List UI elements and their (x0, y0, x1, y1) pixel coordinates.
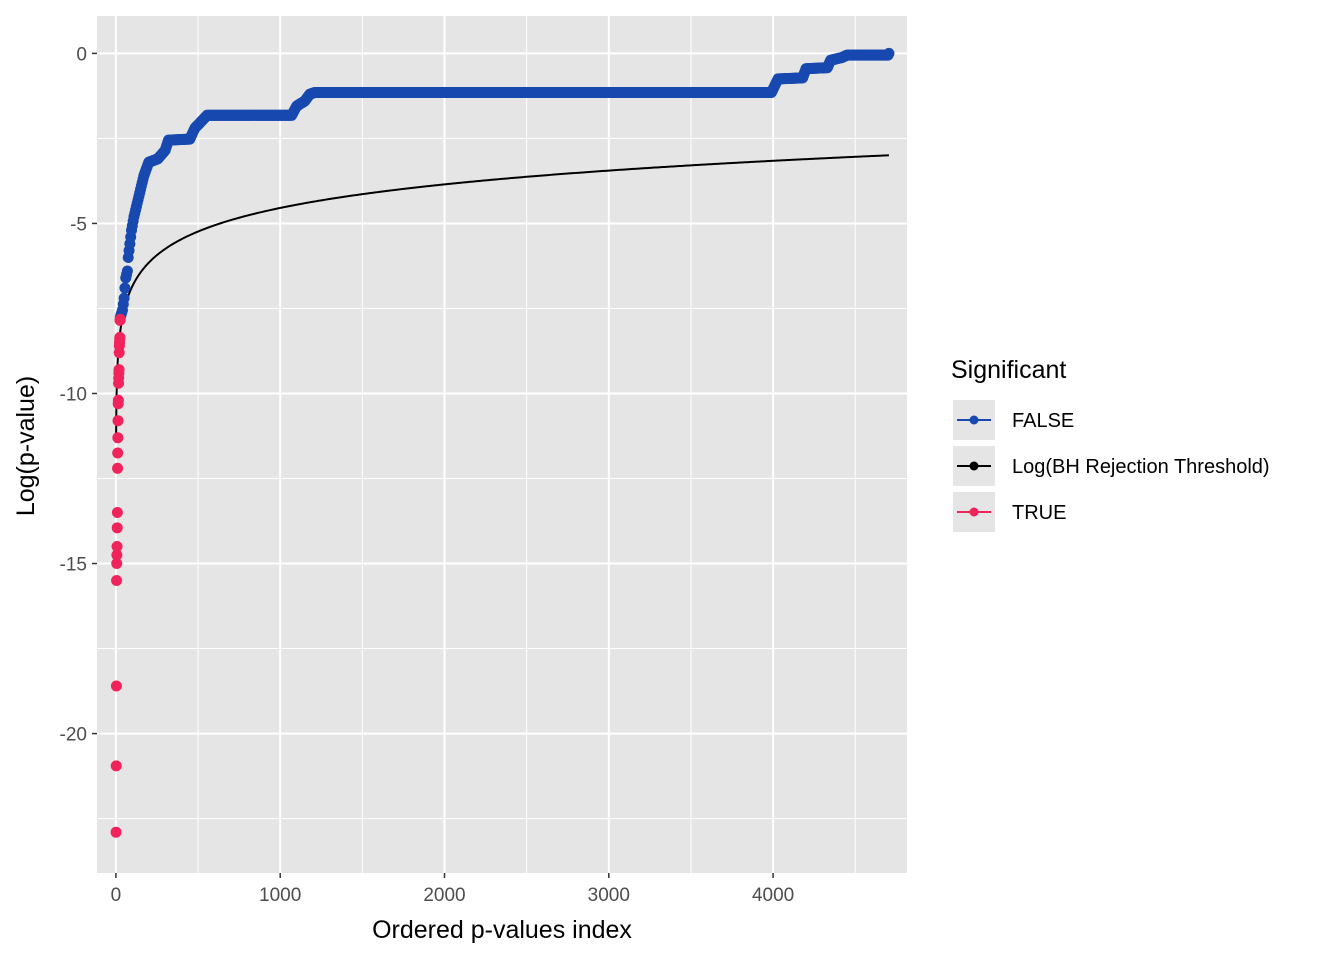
true-point (110, 826, 122, 838)
false-point (121, 265, 133, 277)
true-point (110, 760, 122, 772)
y-tick-label: 0 (76, 44, 87, 65)
true-point (114, 331, 126, 343)
false-points-layer (114, 47, 895, 323)
x-tick-label: 0 (111, 885, 122, 906)
false-point (118, 292, 130, 304)
y-axis: 0 -5 -10 -15 -20 (60, 44, 97, 746)
x-axis-title: Ordered p-values index (372, 916, 632, 944)
true-point (111, 522, 123, 534)
legend-point-true (969, 507, 979, 517)
true-points-layer (110, 313, 126, 838)
true-point (112, 432, 124, 444)
grid-minor (97, 16, 907, 873)
panel-background (97, 16, 907, 873)
true-point (111, 541, 123, 553)
true-point (112, 447, 124, 459)
x-tick-label: 4000 (752, 885, 794, 906)
threshold-line (115, 154, 889, 443)
y-tick-label: -5 (70, 214, 87, 235)
true-point (111, 507, 123, 519)
x-tick-label: 2000 (423, 885, 465, 906)
x-tick-label: 3000 (588, 885, 630, 906)
true-point (113, 364, 125, 376)
legend-item-threshold: Log(BH Rejection Threshold) (953, 446, 1270, 486)
legend-label-false: FALSE (1012, 410, 1074, 432)
legend-label-threshold: Log(BH Rejection Threshold) (1012, 456, 1270, 478)
false-point (119, 282, 131, 294)
legend-title: Significant (951, 356, 1066, 384)
true-point (112, 415, 124, 427)
true-point (111, 549, 123, 561)
legend-point-threshold (969, 461, 979, 471)
x-tick-label: 1000 (259, 885, 301, 906)
y-tick-label: -10 (60, 384, 87, 405)
grid-major (97, 16, 907, 873)
true-point (110, 680, 122, 692)
true-point (112, 462, 124, 474)
x-axis: 0 1000 2000 3000 4000 (111, 873, 794, 906)
y-axis-title: Log(p-value) (12, 376, 40, 516)
true-point (112, 394, 124, 406)
threshold-line-layer (115, 154, 889, 443)
legend-point-false (969, 415, 979, 425)
true-point (111, 558, 123, 570)
false-point (883, 47, 895, 59)
true-point (111, 575, 123, 587)
legend-item-true: TRUE (953, 492, 1066, 532)
legend-label-true: TRUE (1012, 502, 1066, 524)
y-tick-label: -20 (60, 725, 87, 746)
legend: Significant FALSE Log(BH Rejection Thres… (951, 356, 1270, 532)
true-point (114, 313, 126, 325)
legend-item-false: FALSE (953, 400, 1074, 440)
y-tick-label: -15 (60, 555, 87, 576)
